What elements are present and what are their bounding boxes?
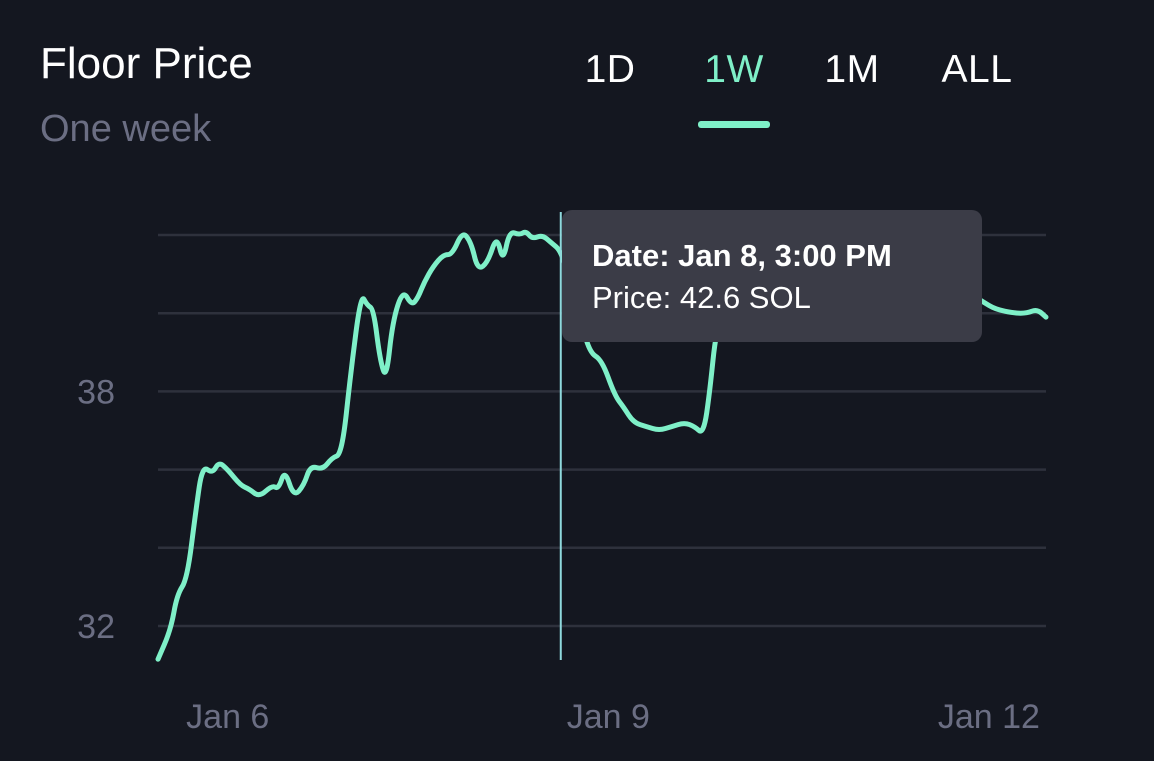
y-axis: 32 38 — [77, 373, 115, 646]
timeframe-tabs: 1D 1W 1M ALL — [560, 44, 1040, 128]
active-tab-indicator — [698, 121, 770, 128]
y-tick-label: 32 — [77, 608, 115, 646]
tab-label: 1W — [704, 48, 764, 91]
price-tooltip: Date: Jan 8, 3:00 PM Price: 42.6 SOL — [562, 210, 982, 342]
y-tick-label: 38 — [77, 373, 115, 411]
tab-all[interactable]: ALL — [930, 44, 1024, 128]
tab-1m[interactable]: 1M — [812, 44, 892, 128]
tab-label: 1D — [584, 48, 636, 91]
page-title: Floor Price — [40, 39, 253, 88]
x-tick-label: Jan 12 — [938, 698, 1040, 736]
tab-1d[interactable]: 1D — [570, 44, 650, 128]
tab-label: ALL — [941, 48, 1013, 91]
tooltip-price: Price: 42.6 SOL — [592, 280, 811, 315]
x-tick-label: Jan 9 — [567, 698, 650, 736]
tab-label: 1M — [824, 48, 880, 91]
x-axis: Jan 6 Jan 9 Jan 12 — [186, 698, 1040, 736]
x-tick-label: Jan 6 — [186, 698, 269, 736]
tooltip-date: Date: Jan 8, 3:00 PM — [592, 238, 892, 273]
page-subtitle: One week — [40, 108, 212, 150]
tab-1w[interactable]: 1W — [698, 44, 770, 128]
